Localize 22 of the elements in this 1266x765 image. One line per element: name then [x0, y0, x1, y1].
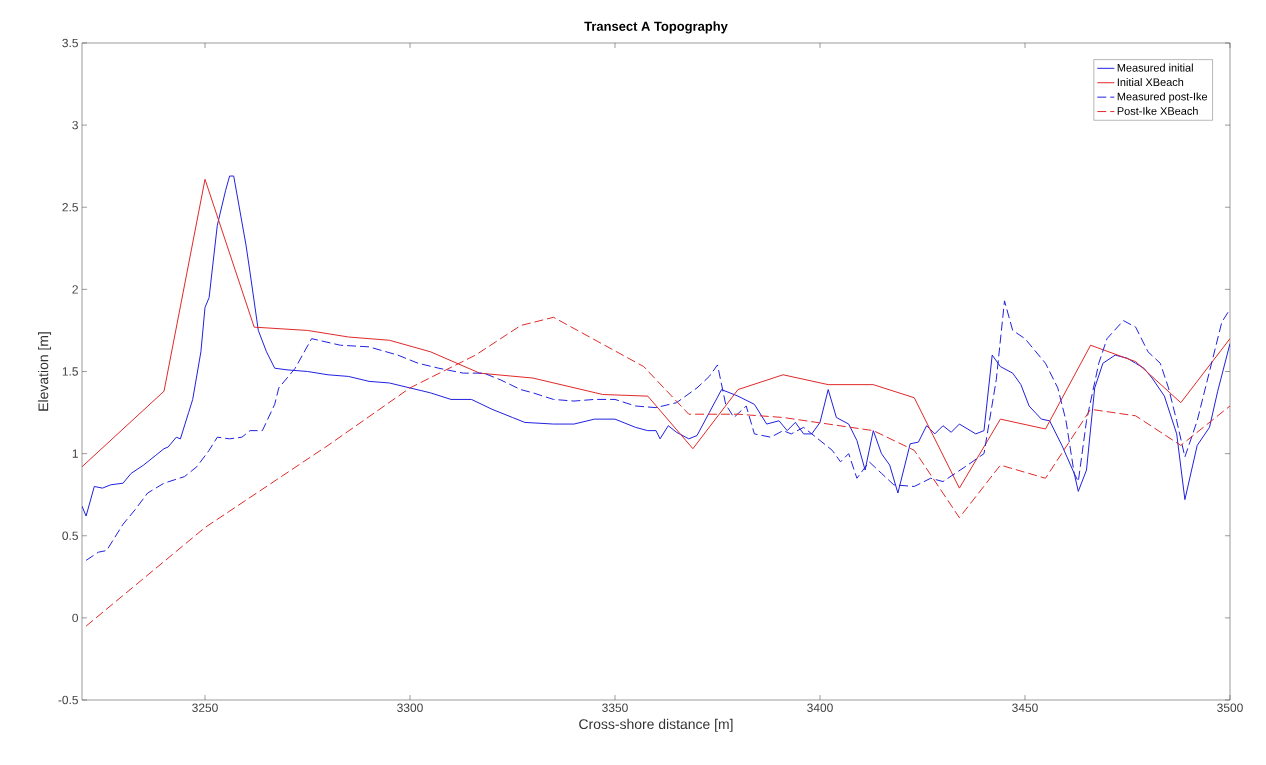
y-tick-label: 3 [72, 120, 78, 130]
y-tick-label: 3.5 [62, 38, 78, 48]
y-tick-label: 1.5 [62, 367, 78, 376]
y-tick-label: 0.5 [62, 531, 78, 540]
legend-label: Initial XBeach [1117, 78, 1184, 87]
y-tick-label: 2.5 [62, 203, 78, 212]
x-tick-label: 3300 [397, 703, 423, 712]
legend-label: Measured post-Ike [1117, 92, 1208, 103]
x-axis-title: Cross-shore distance [m] [579, 718, 733, 732]
legend-label: Post-Ike XBeach [1117, 106, 1198, 115]
x-tick-label: 3500 [1217, 703, 1243, 712]
x-tick-label: 3250 [192, 703, 218, 712]
legend-label: Measured initial [1117, 63, 1193, 72]
chart-title: Transect A Topography [584, 21, 728, 34]
x-tick-label: 3450 [1012, 703, 1038, 712]
y-tick-label: 2 [72, 285, 78, 294]
y-tick-label: 1 [72, 449, 78, 458]
x-tick-label: 3350 [602, 703, 628, 712]
x-tick-label: 3400 [807, 703, 833, 712]
y-tick-label: 0 [72, 613, 79, 623]
y-tick-label: -0.5 [58, 695, 78, 705]
y-axis-title: Elevation [m] [38, 332, 52, 411]
